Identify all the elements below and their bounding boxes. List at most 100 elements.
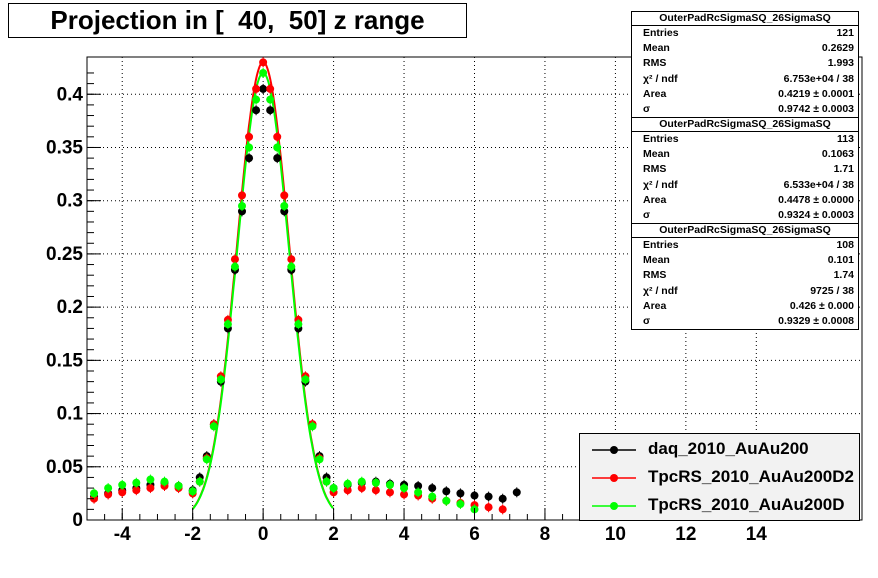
fit-curve-2 bbox=[191, 71, 334, 510]
data-point bbox=[357, 477, 366, 486]
stats-value: 6.753e+04 / 38 bbox=[783, 72, 854, 85]
data-point bbox=[273, 154, 282, 163]
legend-dot bbox=[610, 502, 618, 510]
data-point bbox=[188, 487, 197, 496]
data-point bbox=[230, 262, 239, 271]
stats-key: χ² / ndf bbox=[643, 178, 678, 191]
legend: daq_2010_AuAu200 TpcRS_2010_AuAu200D2 TpcR… bbox=[579, 433, 860, 521]
stats-row: RMS 1.74 bbox=[632, 268, 858, 283]
data-point bbox=[245, 143, 254, 152]
data-point bbox=[428, 484, 437, 493]
stats-row: χ² / ndf 6.533e+04 / 38 bbox=[632, 178, 858, 193]
data-point bbox=[252, 106, 261, 115]
legend-dot bbox=[610, 446, 618, 454]
y-tick-label: 0.05 bbox=[46, 457, 83, 478]
stats-key: σ bbox=[643, 314, 651, 327]
data-points bbox=[90, 57, 521, 515]
stats-value: 108 bbox=[836, 239, 854, 251]
data-point bbox=[230, 255, 239, 264]
data-point bbox=[90, 489, 99, 498]
x-tick-label: 6 bbox=[469, 524, 480, 545]
data-point bbox=[202, 455, 211, 464]
data-point bbox=[146, 475, 155, 484]
data-point bbox=[414, 488, 423, 497]
x-tick-label: 4 bbox=[399, 524, 410, 545]
data-point bbox=[273, 132, 282, 141]
stats-header: OuterPadRcSigmaSQ_26SigmaSQ bbox=[632, 12, 858, 26]
stats-row: Area 0.4478 ± 0.0000 bbox=[632, 193, 858, 208]
stats-value: 0.101 bbox=[827, 254, 854, 267]
y-tick-label: 0.15 bbox=[46, 350, 83, 371]
data-point bbox=[315, 455, 324, 464]
data-point bbox=[259, 58, 268, 67]
data-point bbox=[216, 375, 225, 384]
data-point bbox=[456, 489, 465, 498]
stats-key: Mean bbox=[643, 148, 670, 161]
data-point bbox=[428, 492, 437, 501]
stats-key: Mean bbox=[643, 254, 670, 267]
data-point bbox=[343, 479, 352, 488]
legend-entry: TpcRS_2010_AuAu200D bbox=[580, 492, 859, 520]
stats-header: OuterPadRcSigmaSQ_26SigmaSQ bbox=[632, 224, 858, 238]
data-point bbox=[252, 84, 261, 93]
data-point bbox=[484, 492, 493, 501]
data-point bbox=[456, 500, 465, 509]
data-point bbox=[174, 481, 183, 490]
stats-key: Entries bbox=[643, 239, 679, 251]
data-point bbox=[442, 487, 451, 496]
stats-key: Area bbox=[643, 87, 667, 100]
series-2 bbox=[90, 67, 479, 515]
stats-key: RMS bbox=[643, 57, 667, 70]
data-point bbox=[385, 480, 394, 489]
stats-row: σ 0.9329 ± 0.0008 bbox=[632, 314, 858, 329]
data-point bbox=[273, 143, 282, 152]
series-0 bbox=[90, 83, 521, 504]
stats-row: χ² / ndf 9725 / 38 bbox=[632, 284, 858, 299]
stats-key: χ² / ndf bbox=[643, 284, 678, 297]
stats-box: OuterPadRcSigmaSQ_26SigmaSQ Entries 113 Mea… bbox=[631, 117, 859, 225]
stats-row: Mean 0.2629 bbox=[632, 41, 858, 56]
stats-header: OuterPadRcSigmaSQ_26SigmaSQ bbox=[632, 118, 858, 132]
data-point bbox=[146, 484, 155, 493]
data-point bbox=[238, 191, 246, 200]
data-point bbox=[266, 95, 275, 104]
x-tick-label: 10 bbox=[605, 524, 626, 545]
stats-key: Area bbox=[643, 299, 667, 312]
data-point bbox=[238, 202, 246, 211]
data-point bbox=[414, 481, 423, 490]
legend-label: TpcRS_2010_AuAu200D2 bbox=[648, 467, 854, 486]
stats-key: Entries bbox=[643, 27, 679, 39]
data-point bbox=[301, 375, 310, 384]
data-point bbox=[329, 484, 338, 493]
y-tick-label: 0.1 bbox=[57, 404, 84, 425]
data-point bbox=[294, 320, 303, 329]
data-point bbox=[245, 132, 254, 141]
stats-key: χ² / ndf bbox=[643, 72, 678, 85]
data-point bbox=[287, 255, 296, 264]
stats-row: Entries 108 bbox=[632, 238, 858, 253]
data-point bbox=[132, 478, 141, 487]
data-point bbox=[280, 202, 289, 211]
legend-marker bbox=[592, 474, 636, 482]
data-point bbox=[287, 262, 296, 271]
data-point bbox=[400, 490, 409, 499]
stats-value: 1.71 bbox=[833, 163, 854, 176]
data-point bbox=[104, 490, 113, 499]
stats-value: 9725 / 38 bbox=[810, 284, 854, 297]
stats-key: Mean bbox=[643, 42, 670, 55]
x-tick-label: 8 bbox=[540, 524, 551, 545]
stats-key: σ bbox=[643, 208, 651, 221]
legend-label: TpcRS_2010_AuAu200D bbox=[648, 495, 845, 514]
stats-value: 0.9329 ± 0.0008 bbox=[778, 314, 854, 327]
data-point bbox=[266, 84, 275, 93]
data-point bbox=[132, 486, 141, 495]
stats-row: σ 0.9324 ± 0.0003 bbox=[632, 208, 858, 223]
stats-row: Area 0.426 ± 0.000 bbox=[632, 299, 858, 314]
stats-row: σ 0.9742 ± 0.0003 bbox=[632, 102, 858, 117]
stats-value: 0.1063 bbox=[821, 148, 854, 161]
y-tick-label: 0.2 bbox=[57, 297, 83, 318]
legend-marker bbox=[592, 446, 636, 454]
data-point bbox=[322, 477, 331, 486]
data-point bbox=[357, 484, 366, 493]
